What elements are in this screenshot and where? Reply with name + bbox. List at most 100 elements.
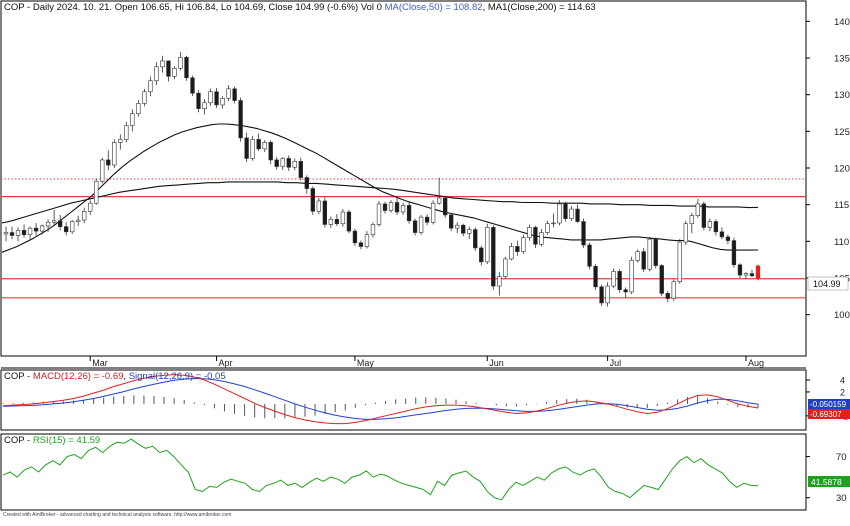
candle-body — [88, 202, 93, 212]
candle-body — [599, 286, 604, 304]
candle — [3, 226, 9, 242]
candle — [587, 242, 592, 270]
candle-body — [473, 229, 478, 249]
candle — [310, 186, 315, 215]
candle — [521, 234, 526, 254]
candle — [274, 157, 279, 170]
price-ytick-label: 110 — [834, 237, 849, 248]
candle-body — [238, 100, 243, 139]
footer-credit: Created with AmiBroker - advanced charti… — [3, 512, 232, 518]
candle-body — [316, 200, 321, 212]
candle — [406, 202, 412, 224]
candle — [370, 222, 376, 238]
macd-ytick-label: 4 — [840, 375, 845, 385]
price-ytick-label: 135 — [834, 54, 850, 65]
candle-body — [641, 251, 646, 270]
candle — [304, 175, 309, 194]
candle-body — [527, 227, 532, 238]
signal-value-badge: -0.050159 — [808, 399, 850, 409]
candle-body — [617, 271, 622, 291]
candle-body — [485, 227, 490, 263]
price-title-symbol: COP - Daily 2024. 10. 21. Open 106.65, H… — [4, 2, 385, 13]
candle — [527, 224, 532, 241]
candle-body — [503, 258, 508, 277]
candle-body — [563, 203, 568, 219]
candle — [443, 196, 448, 218]
candle-body — [142, 91, 147, 104]
rsi-ytick-label: 70 — [836, 452, 847, 463]
macd-title-signal: Signal(12,26,9) = -0.05 — [129, 371, 226, 382]
candle-body — [509, 246, 514, 260]
candle — [557, 200, 562, 226]
candle-body — [443, 197, 448, 216]
candle-body — [196, 92, 201, 109]
candle — [581, 218, 586, 248]
candle-body — [292, 161, 297, 168]
rsi-ytick-label: 30 — [836, 493, 847, 504]
candle — [196, 90, 201, 113]
candle — [677, 239, 682, 284]
candle — [33, 223, 39, 236]
candle — [659, 264, 664, 297]
candle — [232, 86, 237, 104]
candle — [250, 135, 255, 161]
candle — [280, 157, 285, 171]
candle — [262, 140, 267, 152]
candle-body — [479, 247, 484, 263]
candle — [76, 215, 81, 226]
candle — [322, 197, 328, 228]
candle — [178, 52, 183, 71]
candle — [653, 237, 658, 269]
candle-body — [665, 293, 670, 299]
macd-title-prefix: COP - — [4, 371, 33, 382]
candle — [701, 201, 707, 231]
candle-body — [340, 211, 346, 225]
candle — [45, 219, 51, 232]
candle — [148, 76, 153, 97]
candle — [515, 240, 520, 256]
candle — [184, 55, 189, 81]
rsi-line — [2, 438, 759, 501]
rsi-value-badge: 41.5878 — [808, 476, 850, 487]
candle — [214, 88, 219, 108]
candle — [39, 224, 45, 235]
candle-body — [214, 91, 219, 106]
candle-body — [51, 220, 57, 223]
candle — [88, 200, 93, 215]
price-ytick-label: 130 — [834, 90, 850, 101]
candle — [436, 177, 442, 205]
candle-body — [358, 242, 364, 247]
price-ytick-label: 115 — [834, 200, 849, 211]
candle-body — [148, 80, 153, 93]
price-ytick-label: 140 — [834, 17, 850, 28]
candle-body — [328, 219, 334, 225]
candle-body — [521, 237, 526, 252]
candle-body — [436, 197, 442, 204]
candle-body — [424, 216, 430, 223]
macd-value-badge: -0.69307 — [808, 409, 850, 419]
candle — [286, 155, 291, 171]
candle-body — [461, 224, 466, 234]
candle — [707, 218, 713, 232]
candle — [142, 88, 147, 107]
candle-body — [406, 205, 412, 222]
candle-body — [635, 251, 640, 261]
candle — [545, 220, 550, 235]
rsi-title: COP - RSI(15) = 41.59 — [4, 435, 100, 446]
candle-body — [569, 208, 574, 219]
candle-body — [280, 158, 285, 167]
candle — [424, 214, 430, 226]
candle-body — [731, 240, 737, 266]
candle — [461, 223, 466, 237]
rsi-panel-frame — [0, 433, 807, 511]
candle-body — [112, 142, 117, 166]
candle — [340, 209, 346, 227]
candle — [683, 220, 688, 245]
month-label: Apr — [219, 358, 233, 368]
candle-body — [256, 139, 261, 150]
signal-value-label: -0.050159 — [810, 400, 847, 409]
candle-body — [449, 214, 454, 229]
candle — [190, 75, 195, 97]
candle-body — [310, 188, 315, 212]
candle-body — [130, 113, 135, 126]
